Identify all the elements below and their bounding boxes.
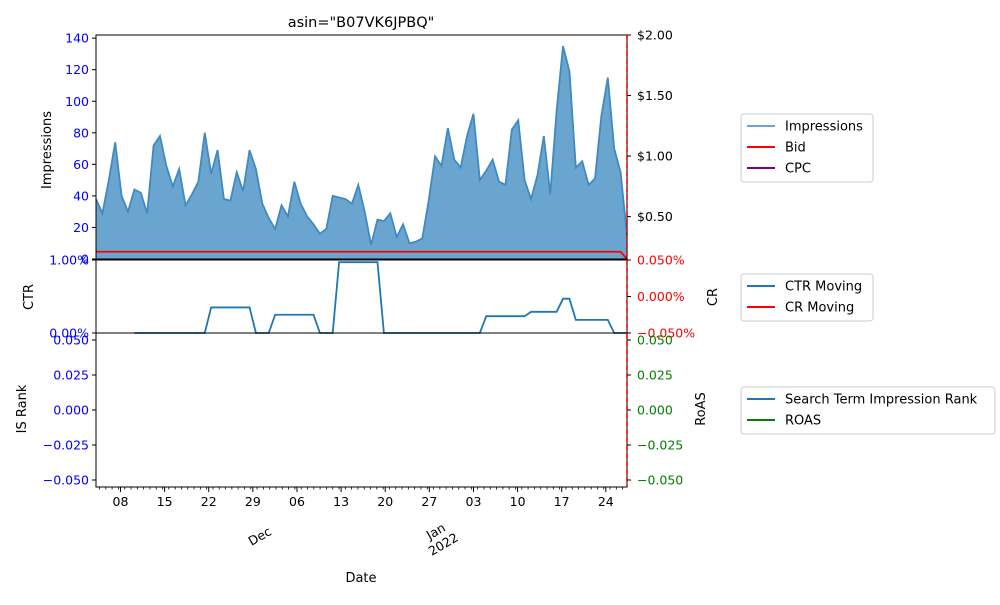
rates-y2-axis-label: CR — [706, 288, 721, 306]
rank-y-tick-label: 0.025 — [53, 368, 89, 383]
bid-y2-tick-label: $0.50 — [637, 209, 673, 224]
rank-y-tick-label: 0.050 — [53, 333, 89, 348]
ctr-y-tick-label: 1.00% — [49, 253, 89, 268]
x-tick-label: 22 — [201, 494, 217, 509]
x-tick-label: 29 — [245, 494, 261, 509]
rank-y-tick-label: −0.025 — [43, 438, 89, 453]
legend-label: Impressions — [785, 120, 863, 135]
roas-y2-tick-label: 0.000 — [637, 403, 673, 418]
x-axis-label: Date — [345, 571, 376, 586]
impressions-y-tick-label: 100 — [65, 94, 89, 109]
rank-y-axis-label: IS Rank — [15, 384, 30, 433]
frames-layer — [96, 35, 627, 487]
roas-y2-tick-label: 0.025 — [637, 368, 673, 383]
legend-label: CTR Moving — [785, 280, 862, 295]
ticks-layer — [92, 35, 631, 492]
cr-y2-tick-label: 0.000% — [637, 289, 685, 304]
rank-y-tick-label: −0.050 — [43, 473, 89, 488]
text-layer: asin="B07VK6JPBQ" Date Impressions CTR C… — [15, 15, 721, 586]
bid-y2-tick-label: $1.50 — [637, 88, 673, 103]
x-tick-label: 15 — [157, 494, 173, 509]
data-layer — [96, 46, 627, 333]
bid-y2-tick-label: $2.00 — [637, 28, 673, 43]
panel-frame — [96, 333, 627, 487]
impressions-y-tick-label: 140 — [65, 31, 89, 46]
x-tick-label: 20 — [377, 494, 393, 509]
x-tick-label: 13 — [333, 494, 349, 509]
x-month-label-group: Dec — [246, 524, 275, 549]
panel-frame — [96, 260, 627, 333]
cr-y2-tick-label: 0.050% — [637, 253, 685, 268]
roas-y2-tick-label: 0.050 — [637, 333, 673, 348]
impressions-y-tick-label: 40 — [73, 188, 89, 203]
rates-y-axis-label: CTR — [22, 284, 37, 310]
rank-y2-axis-label: RoAS — [694, 392, 709, 426]
rank-y-tick-label: 0.000 — [53, 403, 89, 418]
x-tick-label: 27 — [421, 494, 437, 509]
x-tick-label: 08 — [113, 494, 129, 509]
impressions-y-axis-label: Impressions — [40, 111, 55, 189]
ctr-moving-line — [134, 262, 627, 333]
x-tick-label: 06 — [289, 494, 305, 509]
chart-title: asin="B07VK6JPBQ" — [288, 15, 435, 31]
legend-label: ROAS — [785, 414, 821, 429]
legend-label: Search Term Impression Rank — [785, 393, 978, 408]
x-tick-label: 03 — [466, 494, 482, 509]
x-tick-label: 17 — [554, 494, 570, 509]
x-tick-label: 24 — [598, 494, 614, 509]
x-month-label: Dec — [246, 524, 275, 549]
legend-layer: Impressions Bid CPC CTR Moving CR Moving Sear… — [741, 114, 995, 434]
legend-label: CPC — [785, 162, 811, 177]
impressions-y-tick-label: 60 — [73, 157, 89, 172]
roas-y2-tick-label: −0.025 — [637, 438, 683, 453]
impressions-area — [96, 46, 627, 259]
legend-label: Bid — [785, 141, 806, 156]
impressions-y-tick-label: 20 — [73, 220, 89, 235]
impressions-y-tick-label: 80 — [73, 125, 89, 140]
roas-y2-tick-label: −0.050 — [637, 473, 683, 488]
legend-label: CR Moving — [785, 301, 854, 316]
x-tick-label: 10 — [510, 494, 526, 509]
impressions-y-tick-label: 120 — [65, 62, 89, 77]
bid-y2-tick-label: $1.00 — [637, 149, 673, 164]
